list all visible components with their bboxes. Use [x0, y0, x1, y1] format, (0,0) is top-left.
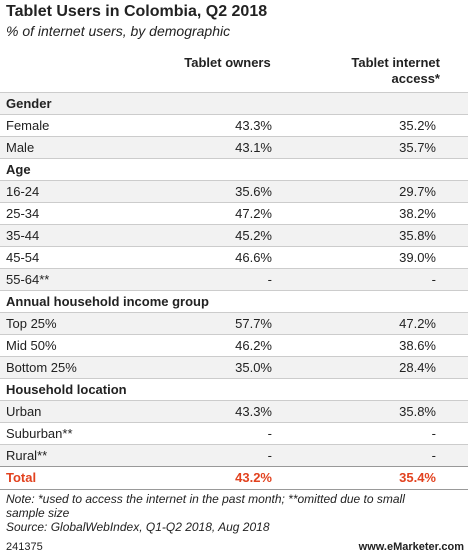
- cell: 35.2%: [399, 118, 436, 133]
- row-label: 25-34: [6, 206, 40, 221]
- cell: 38.6%: [399, 338, 436, 353]
- table-row: Annual household income group: [0, 290, 468, 313]
- table-row: 45-54 46.6% 39.0%: [0, 246, 468, 269]
- cell: 43.3%: [235, 404, 272, 419]
- total-label: Total: [6, 470, 37, 485]
- cell: 46.2%: [235, 338, 272, 353]
- cell: 47.2%: [399, 316, 436, 331]
- row-label: 45-54: [6, 250, 40, 265]
- cell: -: [267, 448, 272, 463]
- table-row: Suburban** - -: [0, 422, 468, 445]
- cell: 57.7%: [235, 316, 272, 331]
- table-row: Gender: [0, 92, 468, 115]
- cell: 39.0%: [399, 250, 436, 265]
- row-label: 16-24: [6, 184, 40, 199]
- title: Tablet Users in Colombia, Q2 2018: [6, 3, 268, 20]
- section-label: Age: [6, 162, 31, 177]
- cell: 35.0%: [235, 360, 272, 375]
- cell: -: [267, 272, 272, 287]
- row-label: Urban: [6, 404, 42, 419]
- footer-id: 241375: [6, 541, 43, 553]
- cell: 28.4%: [399, 360, 436, 375]
- cell: 43.1%: [235, 140, 272, 155]
- row-label: Suburban**: [6, 426, 73, 441]
- total-cell: 43.2%: [235, 470, 272, 485]
- row-label: Female: [6, 118, 50, 133]
- row-label: Male: [6, 140, 35, 155]
- row-label: Rural**: [6, 448, 48, 463]
- cell: 35.6%: [235, 184, 272, 199]
- cell: 35.8%: [399, 404, 436, 419]
- table-row: Urban 43.3% 35.8%: [0, 400, 468, 423]
- table-row: Female 43.3% 35.2%: [0, 114, 468, 137]
- row-label: 55-64**: [6, 272, 50, 287]
- table-row: Total 43.2% 35.4%: [0, 466, 468, 490]
- table-row: Age: [0, 158, 468, 181]
- table-row: Rural** - -: [0, 444, 468, 467]
- table-row: Top 25% 57.7% 47.2%: [0, 312, 468, 335]
- cell: 45.2%: [235, 228, 272, 243]
- section-label: Annual household income group: [6, 294, 209, 309]
- section-label: Gender: [6, 96, 52, 111]
- row-label: Bottom 25%: [6, 360, 77, 375]
- row-label: Top 25%: [6, 316, 57, 331]
- cell: 29.7%: [399, 184, 436, 199]
- cell: 46.6%: [235, 250, 272, 265]
- section-label: Household location: [6, 382, 127, 397]
- cell: -: [431, 272, 436, 287]
- table-row: 25-34 47.2% 38.2%: [0, 202, 468, 225]
- footer-site: www.eMarketer.com: [358, 541, 464, 553]
- row-label: Mid 50%: [6, 338, 57, 353]
- table-row: Mid 50% 46.2% 38.6%: [0, 334, 468, 357]
- table-row: 55-64** - -: [0, 268, 468, 291]
- note: Note: *used to access the internet in th…: [6, 492, 405, 520]
- cell: 35.7%: [399, 140, 436, 155]
- cell: -: [431, 426, 436, 441]
- table-row: Household location: [0, 378, 468, 401]
- cell: 47.2%: [235, 206, 272, 221]
- table-row: Bottom 25% 35.0% 28.4%: [0, 356, 468, 379]
- cell: 35.8%: [399, 228, 436, 243]
- row-label: 35-44: [6, 228, 40, 243]
- table-row: 16-24 35.6% 29.7%: [0, 180, 468, 203]
- column-header: Tablet internet access*: [351, 55, 440, 86]
- source: Source: GlobalWebIndex, Q1-Q2 2018, Aug …: [6, 520, 270, 534]
- column-header: Tablet owners: [184, 55, 271, 70]
- cell: 38.2%: [399, 206, 436, 221]
- cell: -: [431, 448, 436, 463]
- total-cell: 35.4%: [399, 470, 436, 485]
- cell: -: [267, 426, 272, 441]
- table-row: 35-44 45.2% 35.8%: [0, 224, 468, 247]
- cell: 43.3%: [235, 118, 272, 133]
- table-row: Male 43.1% 35.7%: [0, 136, 468, 159]
- subtitle: % of internet users, by demographic: [6, 23, 231, 39]
